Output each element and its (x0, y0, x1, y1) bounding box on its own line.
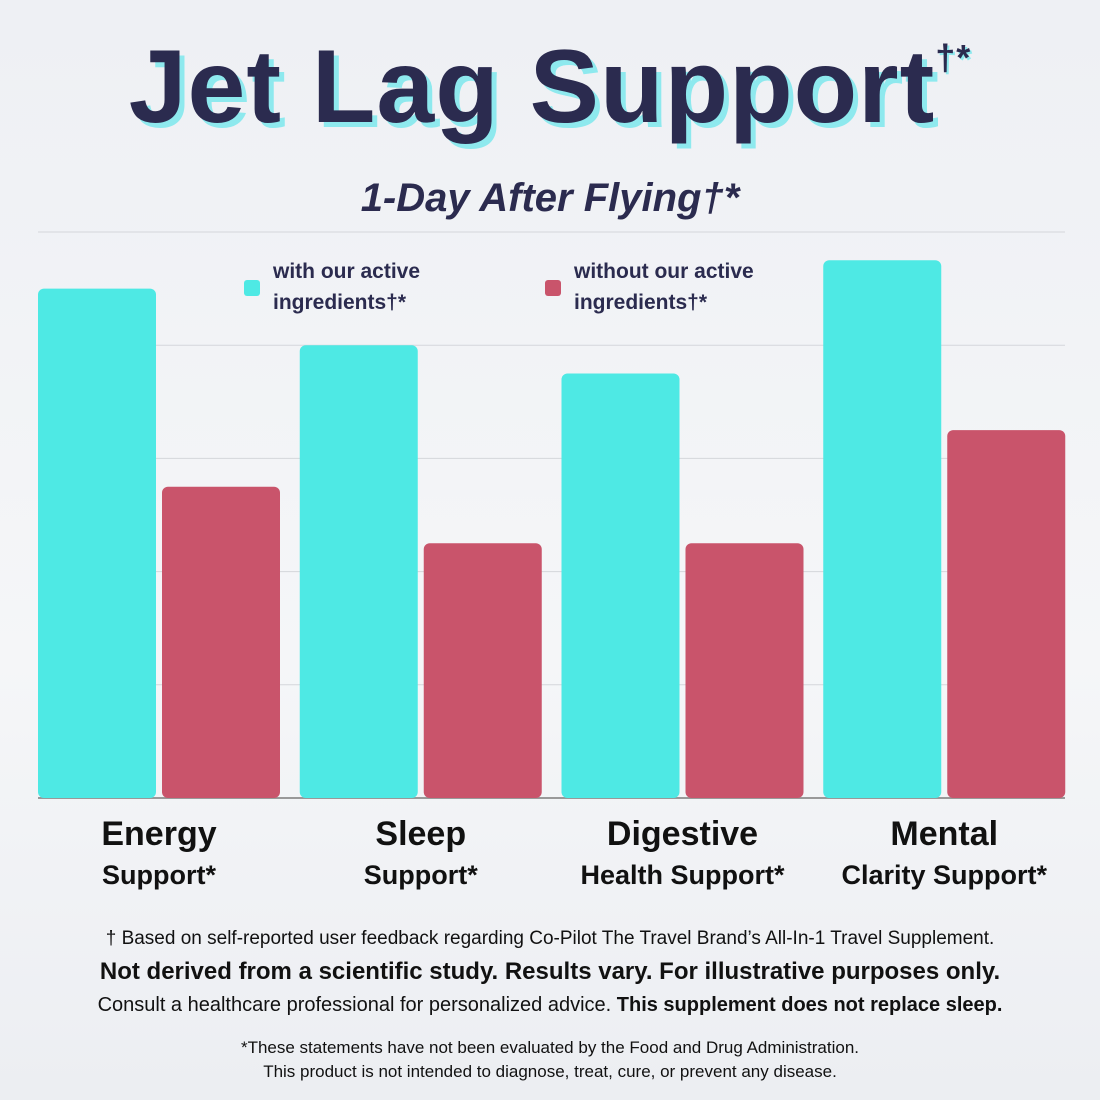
legend-label: without our active ingredients†* (574, 260, 754, 314)
advice: Consult a healthcare professional for pe… (97, 994, 612, 1016)
legend-label: with our active ingredients†* (273, 260, 421, 314)
bar (38, 288, 156, 798)
bar (561, 373, 680, 798)
source-note: † Based on self-reported user feedback r… (105, 928, 995, 949)
x-tick-sublabel: Support* (102, 860, 216, 890)
advice-line: Consult a healthcare professional for pe… (0, 994, 1100, 1017)
x-tick-label: Energy (101, 815, 216, 853)
disclaimer: Not derived from a scientific study. Res… (99, 958, 1001, 985)
x-tick-sublabel: Health Support* (580, 860, 784, 890)
title-mark: †* (935, 37, 972, 78)
title-text: Jet Lag Support (128, 29, 936, 145)
sleep-note: This supplement does not replace sleep. (616, 994, 1003, 1016)
bar (685, 543, 804, 798)
x-tick-sublabel: Support* (364, 860, 478, 890)
bar (299, 345, 418, 798)
bar (947, 430, 1066, 798)
fda-line: This product is not intended to diagnose… (263, 1062, 837, 1081)
subtitle: 1-Day After Flying†* (360, 176, 740, 220)
x-tick-label: Mental (890, 815, 998, 853)
bar (423, 543, 542, 798)
bar (162, 486, 280, 798)
legend-swatch (545, 280, 561, 296)
bar (823, 260, 942, 798)
x-tick-label: Sleep (375, 815, 466, 853)
legend-swatch (244, 280, 260, 296)
x-tick-sublabel: Clarity Support* (841, 860, 1047, 890)
x-tick-label: Digestive (607, 815, 758, 853)
fda-line: *These statements have not been evaluate… (240, 1038, 860, 1057)
title: Jet Lag Support†* (0, 28, 1100, 147)
